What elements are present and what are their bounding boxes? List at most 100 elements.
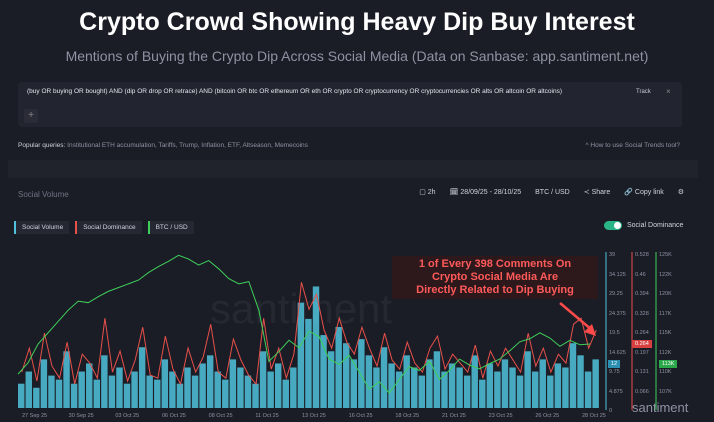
volume-bar — [577, 355, 584, 408]
query-input[interactable]: (buy OR buying OR bought) AND (dip OR dr… — [27, 88, 562, 95]
volume-bar — [222, 379, 229, 408]
chart-legend: Social Volume Social Dominance BTC / USD — [14, 221, 194, 234]
date-range-button[interactable]: 🗓 28/09/25 - 28/10/25 — [449, 189, 522, 196]
volume-bar — [524, 351, 531, 408]
volume-bar — [343, 343, 350, 408]
volume-bar — [33, 387, 40, 408]
btc-axis-tick: 120K — [659, 291, 672, 297]
btc-axis-tick: 125K — [659, 252, 672, 258]
volume-bar — [290, 367, 297, 408]
x-axis-tick: 30 Sep 25 — [68, 413, 94, 419]
query-box[interactable]: (buy OR buying OR bought) AND (dip OR dr… — [18, 82, 682, 127]
dominance-axis-tick: 0.394 — [635, 291, 649, 297]
volume-bar — [448, 363, 456, 408]
share-button[interactable]: ≺ Share — [583, 189, 611, 196]
volume-bar — [108, 375, 116, 408]
volume-bar — [214, 371, 221, 408]
copy-link-label: Copy link — [634, 189, 664, 196]
volume-bar — [55, 379, 63, 408]
volume-bar — [562, 367, 569, 408]
volume-axis-tick: 24.375 — [609, 310, 626, 317]
btc-line — [17, 254, 591, 394]
btc-axis-tick: 110K — [659, 369, 672, 375]
volume-bar — [395, 371, 403, 408]
volume-bar — [93, 379, 101, 408]
volume-bar — [516, 375, 524, 408]
dominance-axis-tick: 0.131 — [635, 369, 649, 375]
volume-axis-tick: 9.75 — [609, 369, 620, 375]
volume-bar — [312, 286, 320, 408]
volume-bar — [335, 326, 342, 408]
pair-button[interactable]: BTC / USD — [535, 188, 570, 196]
volume-bar — [365, 355, 373, 408]
interval-button[interactable]: ▢ 2h — [419, 189, 436, 196]
x-axis-tick: 03 Oct 25 — [115, 413, 140, 419]
x-axis-tick: 11 Oct 25 — [255, 413, 279, 419]
settings-icon[interactable]: ⚙ — [677, 189, 684, 196]
dominance-axis-tick: 0.066 — [635, 388, 649, 395]
volume-bar — [479, 379, 486, 408]
popular-items[interactable]: Institutional ETH accumulation, Tariffs,… — [67, 142, 308, 149]
how-to-link[interactable]: ^ How to use Social Trends tool? — [585, 142, 680, 149]
x-axis-tick: 08 Oct 25 — [208, 413, 233, 419]
page-title: Crypto Crowd Showing Heavy Dip Buy Inter… — [79, 8, 635, 36]
volume-bar — [131, 371, 138, 408]
legend-social-dominance[interactable]: Social Dominance — [75, 221, 142, 234]
add-query-button[interactable]: + — [24, 109, 38, 123]
legend-social-volume[interactable]: Social Volume — [14, 221, 70, 234]
volume-axis-tick: 34.125 — [609, 271, 626, 278]
volume-bar — [418, 375, 426, 408]
volume-bar — [70, 383, 78, 408]
volume-bar — [40, 359, 48, 408]
volume-axis-tick: 19.5 — [609, 330, 620, 336]
legend-btc-usd[interactable]: BTC / USD — [147, 221, 194, 234]
volume-bar — [191, 375, 199, 408]
annotation-line: Directly Related to Dip Buying — [416, 284, 574, 296]
copy-link-button[interactable]: 🔗 Copy link — [624, 189, 664, 196]
track-button[interactable]: Track — [636, 89, 651, 95]
volume-bar — [320, 335, 327, 408]
popular-label: Popular queries: — [18, 142, 66, 149]
x-axis-tick: 16 Oct 25 — [348, 413, 373, 419]
volume-bar — [169, 371, 176, 408]
volume-bar — [138, 347, 146, 408]
volume-bar — [456, 367, 463, 408]
volume-axis-tick: 39 — [609, 252, 616, 258]
volume-bar — [494, 371, 501, 408]
volume-bar — [380, 347, 388, 408]
volume-bar — [184, 367, 191, 408]
volume-bar — [373, 367, 380, 408]
x-axis-tick: 28 Oct 25 — [582, 413, 606, 419]
volume-bar — [350, 359, 357, 408]
volume-bar — [229, 359, 237, 408]
volume-bar — [426, 359, 433, 408]
volume-bar — [48, 375, 55, 408]
interval-label: 2h — [427, 189, 436, 196]
popular-queries: Popular queries: Institutional ETH accum… — [18, 142, 308, 149]
chart-toolbar: ▢ 2h 🗓 28/09/25 - 28/10/25 BTC / USD ≺ S… — [419, 188, 684, 197]
divider-band — [8, 160, 698, 178]
share-label: Share — [591, 189, 611, 196]
dominance-axis-tick: 0.197 — [635, 349, 649, 356]
volume-bar — [78, 371, 85, 408]
volume-bar — [463, 375, 471, 408]
annotation-line: Crypto Social Media Are — [431, 271, 559, 283]
volume-bar — [123, 383, 131, 408]
volume-bar — [199, 363, 206, 408]
volume-bar — [486, 363, 494, 408]
social-dominance-toggle[interactable]: Social Dominance — [604, 221, 683, 230]
x-axis-tick: 26 Oct 25 — [535, 413, 560, 419]
volume-bar — [411, 367, 418, 408]
volume-bar — [101, 355, 108, 408]
toggle-switch[interactable] — [604, 221, 622, 230]
volume-bar — [161, 359, 169, 408]
close-icon[interactable]: × — [666, 87, 671, 96]
date-range-label: 28/09/25 - 28/10/25 — [460, 189, 522, 196]
volume-bar — [146, 375, 153, 408]
volume-bar — [501, 359, 509, 408]
volume-bar — [471, 355, 478, 408]
volume-bar — [18, 383, 25, 408]
volume-bar — [554, 363, 562, 408]
volume-axis-tick: 14.625 — [609, 349, 626, 356]
